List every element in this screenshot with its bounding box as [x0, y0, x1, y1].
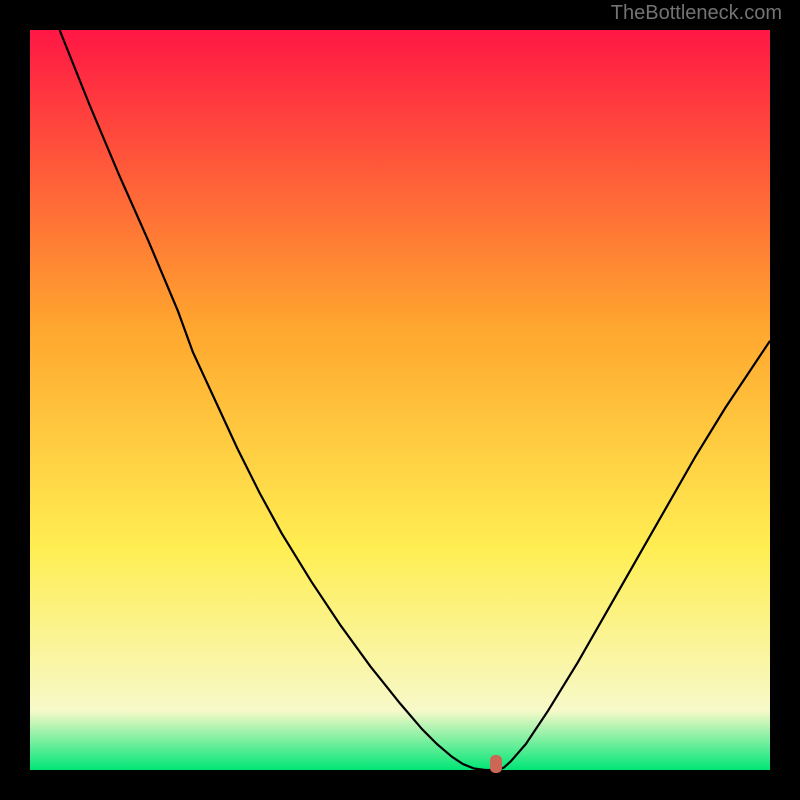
bottleneck-curve [30, 30, 770, 770]
optimum-marker [490, 755, 502, 773]
plot-area [30, 30, 770, 770]
attribution-text: TheBottleneck.com [611, 2, 782, 25]
